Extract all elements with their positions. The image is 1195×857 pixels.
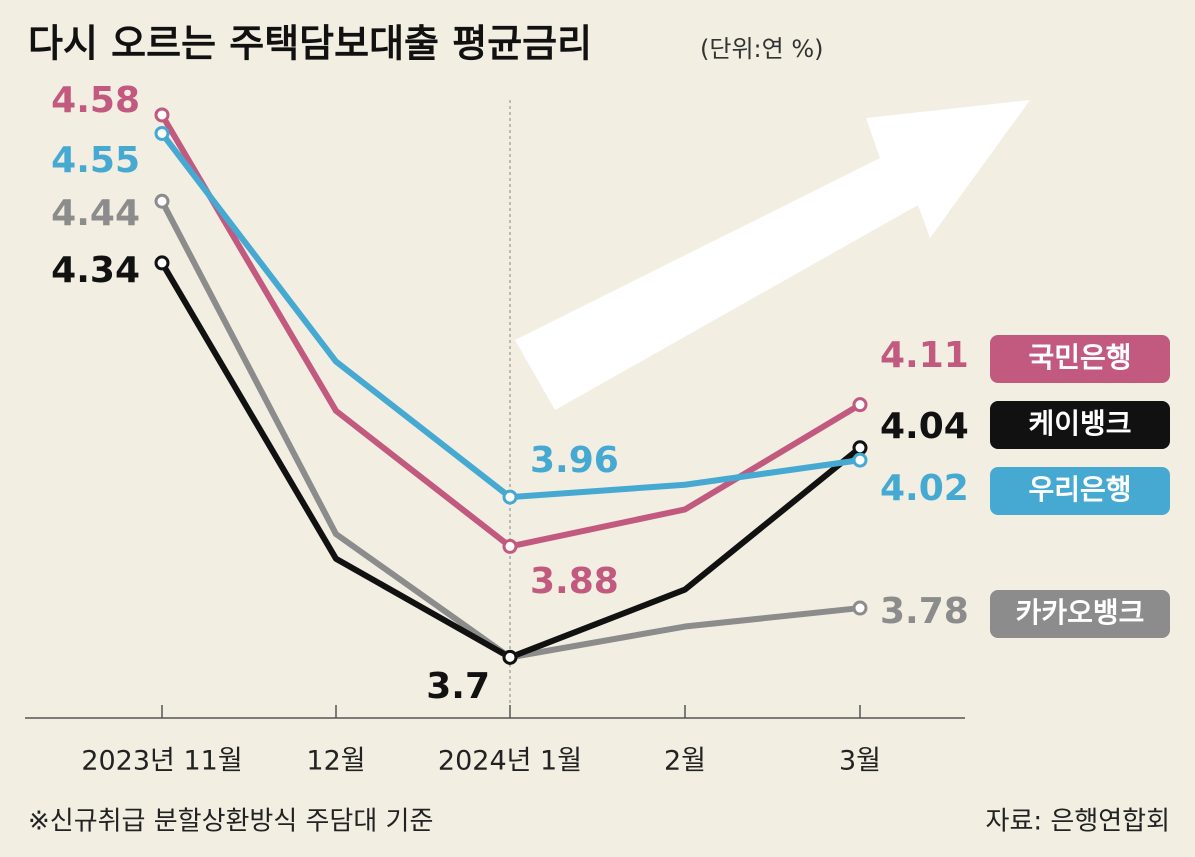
value-label: 3.96 [530,440,619,481]
legend-label: 카카오뱅크 [1016,596,1145,629]
chart-subtitle: (단위:연 %) [700,35,824,63]
x-tick-label: 2023년 11월 [81,746,242,777]
value-label: 4.34 [51,250,140,291]
x-tick-label: 2024년 1월 [438,746,582,777]
legend-label: 우리은행 [1028,473,1131,506]
x-tick-label: 3월 [839,746,881,777]
chart-title: 다시 오르는 주택담보대출 평균금리 [28,22,592,66]
point-marker [852,452,868,468]
point-marker [852,600,868,616]
legend-swatch [990,590,1170,638]
value-label: 3.78 [880,591,969,632]
footnote: ※신규취급 분할상환방식 주담대 기준 [28,807,433,837]
point-marker [154,125,170,141]
point-marker [154,193,170,209]
legend-swatch [990,467,1170,515]
value-label: 4.04 [880,406,969,447]
up-arrow [515,100,1030,410]
point-marker [502,538,518,554]
point-marker [502,489,518,505]
value-label: 4.58 [51,80,140,121]
value-label: 4.02 [880,468,969,509]
source: 자료: 은행연합회 [986,807,1170,837]
point-marker [154,255,170,271]
point-marker [154,107,170,123]
value-label: 3.7 [426,666,490,707]
x-tick-label: 12월 [306,746,365,777]
point-marker [852,397,868,413]
point-marker [852,440,868,456]
legend-label: 국민은행 [1028,341,1131,374]
point-marker [502,649,518,665]
x-tick-label: 2월 [664,746,706,777]
value-label: 4.55 [51,140,140,181]
legend-label: 케이뱅크 [1028,407,1131,440]
value-label: 4.11 [880,335,969,376]
legend-swatch [990,335,1170,383]
value-label: 3.88 [530,561,619,602]
value-label: 4.44 [51,193,140,234]
legend-swatch [990,401,1170,449]
